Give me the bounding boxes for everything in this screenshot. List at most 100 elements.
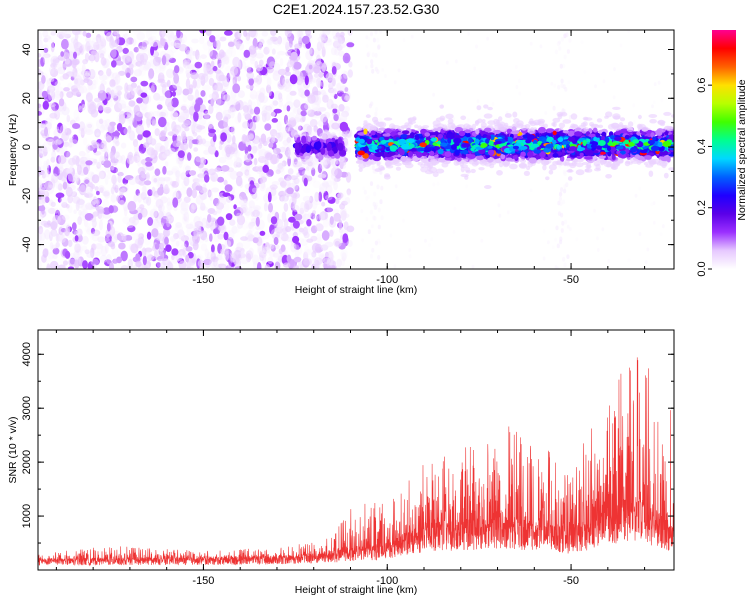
- heatmap-cell: [627, 121, 634, 128]
- heatmap-cell: [95, 39, 104, 51]
- heatmap-cell: [512, 111, 518, 118]
- heatmap-cell: [612, 106, 621, 110]
- heatmap-cell: [86, 40, 96, 47]
- heatmap-cell: [128, 63, 134, 70]
- heatmap-cell: [80, 204, 89, 211]
- heatmap-cell: [49, 112, 58, 119]
- heatmap-cell: [286, 236, 295, 242]
- heatmap-cell: [144, 180, 152, 186]
- heatmap-cell: [327, 196, 336, 204]
- heatmap-cell: [322, 182, 330, 189]
- heatmap-cell: [102, 213, 112, 219]
- heatmap-cell: [265, 105, 272, 111]
- heatmap-cell: [86, 222, 91, 233]
- heatmap-cell: [270, 154, 278, 165]
- heatmap-cell: [125, 72, 131, 78]
- heatmap-cell: [120, 265, 129, 269]
- heatmap-cell: [242, 135, 248, 142]
- heatmap-cell: [53, 128, 62, 138]
- heatmap-cell: [529, 41, 533, 46]
- heatmap-cell: [172, 90, 176, 97]
- heatmap-cell: [253, 106, 261, 115]
- heatmap-cell: [475, 120, 480, 125]
- heatmap-cell: [76, 228, 83, 237]
- heatmap-cell: [269, 91, 275, 99]
- heatmap-cell: [223, 179, 228, 186]
- heatmap-cell: [62, 181, 68, 190]
- heatmap-cell: [637, 114, 642, 120]
- heatmap-cell: [71, 191, 78, 198]
- heatmap-cell: [47, 251, 55, 260]
- heatmap-cell: [305, 145, 311, 154]
- heatmap-cell: [168, 57, 176, 63]
- heatmap-cell: [348, 61, 353, 68]
- heatmap-cell: [55, 233, 60, 243]
- heatmap-cell: [377, 44, 381, 49]
- heatmap-cell: [94, 128, 101, 138]
- heatmap-cell: [593, 208, 596, 213]
- heatmap-cell: [38, 39, 43, 51]
- heatmap-cell: [288, 143, 293, 151]
- heatmap-cell: [302, 195, 312, 203]
- heatmap-cell: [211, 244, 215, 253]
- heatmap-cell: [619, 157, 624, 164]
- heatmap-cell: [279, 57, 284, 67]
- heatmap-cell: [484, 185, 492, 189]
- heatmap-cell: [558, 122, 566, 129]
- heatmap-cell: [455, 256, 459, 261]
- heatmap-cell: [567, 80, 571, 85]
- heatmap-cell: [221, 109, 229, 118]
- heatmap-cell: [222, 102, 231, 111]
- heatmap-cell: [560, 78, 564, 84]
- heatmap-cell: [269, 243, 275, 250]
- heatmap-cell: [104, 151, 109, 162]
- heatmap-cell: [111, 72, 121, 78]
- heatmap-cell: [160, 242, 165, 249]
- heatmap-cell: [560, 36, 565, 42]
- heatmap-cell: [199, 30, 207, 34]
- heatmap-cell: [55, 192, 65, 199]
- heatmap-cell: [50, 87, 55, 97]
- heatmap-cell: [594, 84, 597, 89]
- heatmap-cell: [221, 165, 230, 172]
- heatmap-cell: [82, 235, 89, 245]
- heatmap-cell: [117, 99, 127, 110]
- heatmap-cell: [61, 30, 67, 38]
- heatmap-cell: [126, 84, 134, 91]
- heatmap-cell: [365, 217, 369, 222]
- heatmap-cell: [282, 130, 289, 140]
- heatmap-cell: [48, 66, 55, 75]
- heatmap-cell: [43, 37, 49, 43]
- heatmap-cell: [173, 64, 182, 74]
- heatmap-cell: [103, 160, 112, 168]
- heatmap-cell: [130, 243, 139, 254]
- heatmap-cell: [497, 203, 501, 208]
- heatmap-cell: [113, 30, 120, 36]
- heatmap-cell: [146, 254, 155, 261]
- heatmap-cell: [99, 53, 105, 59]
- heatmap-cell: [340, 40, 347, 48]
- heatmap-cell: [367, 229, 371, 235]
- heatmap-cell: [238, 141, 247, 152]
- heatmap-cell: [576, 159, 584, 163]
- heatmap-cell: [439, 104, 445, 109]
- heatmap-cell: [467, 31, 470, 36]
- heatmap-cell: [323, 37, 332, 43]
- heatmap-cell: [301, 35, 310, 45]
- heatmap-cell: [141, 247, 147, 257]
- heatmap-cell: [230, 108, 235, 119]
- heatmap-cell: [285, 226, 292, 233]
- heatmap-cell: [183, 164, 190, 175]
- heatmap-cell: [90, 54, 94, 64]
- heatmap-cell: [216, 53, 223, 60]
- heatmap-cell: [243, 199, 248, 207]
- heatmap-cell: [226, 70, 235, 80]
- heatmap-cell: [285, 41, 290, 51]
- heatmap-cell: [393, 264, 397, 269]
- heatmap-cell: [246, 71, 255, 80]
- heatmap-cell: [454, 59, 458, 64]
- heatmap-cell: [248, 30, 257, 38]
- heatmap-cell: [146, 196, 152, 206]
- heatmap-cell: [224, 184, 233, 192]
- heatmap-cell: [200, 90, 206, 97]
